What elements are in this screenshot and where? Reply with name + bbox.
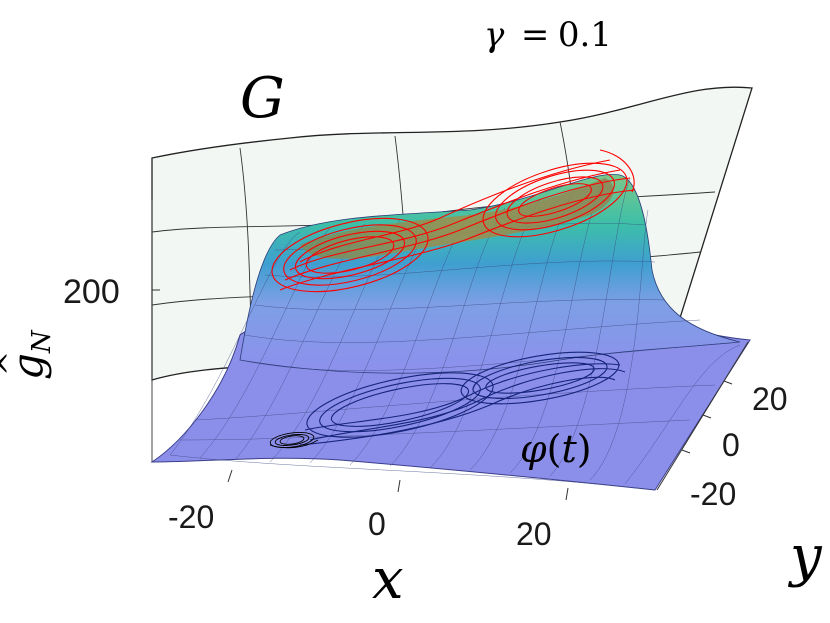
title-gamma: γ [484,15,505,55]
title-equals: = [521,15,550,55]
x-tick-label-0: 0 [368,506,386,542]
y-tick-label-neg20: -20 [690,476,736,512]
x-tick-mark-0 [397,479,401,493]
x-axis-label: x [372,547,404,612]
y-tick-mark-0 [702,414,712,419]
x-tick-mark-20 [565,487,569,501]
phi-label-t: t [561,427,577,471]
x-tick-mark-neg20 [227,469,233,483]
y-tick-mark-20 [723,380,733,385]
y-tick-mark-neg20 [681,449,691,454]
phi-label-main: φ [520,427,547,471]
y-axis-label: y [787,524,823,589]
upper-attractor [271,149,636,293]
title-value: 0.1 [558,15,612,55]
lower-attractor-phi [299,351,626,446]
phi-label-open: ( [547,427,562,471]
surface-label-G: G [240,66,285,131]
phi-label-close: ) [577,427,592,471]
surface-peak [300,178,614,259]
x-tick-label-neg20: -20 [168,499,214,535]
y-axis-line [656,341,749,491]
z-axis-label-main: g [3,353,52,380]
y-tick-label-0: 0 [722,427,740,463]
phi-label: φ(t) [520,427,592,471]
title: γ = 0.1 [484,15,612,55]
z-tick-label: 200 [63,273,120,311]
y-tick-label-20: 20 [752,381,788,417]
x-tick-label-20: 20 [516,516,552,552]
z-axis-label-sub: N [27,329,57,354]
projection-trace [269,431,319,449]
z-axis-label: gN ^ [0,329,57,380]
svg-text:gN: gN [3,329,57,380]
z-axis-label-hat: ^ [0,351,28,376]
